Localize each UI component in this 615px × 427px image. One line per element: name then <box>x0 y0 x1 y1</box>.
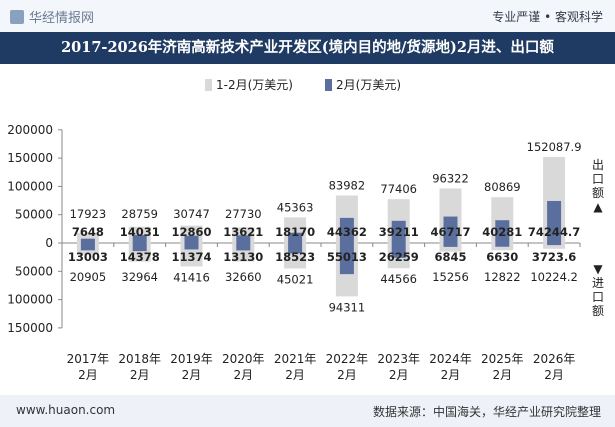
x-tick-label: 2018年 <box>118 352 161 366</box>
label-import-1-2-month: 15256 <box>432 270 469 284</box>
label-import-1-2-month: 44566 <box>380 272 417 286</box>
label-import-feb: 18523 <box>275 250 315 264</box>
import-axis-label: ▼ 进口额 <box>591 262 604 318</box>
bar-feb <box>391 220 406 258</box>
label-import-1-2-month: 94311 <box>329 300 366 314</box>
bar-feb <box>443 216 458 247</box>
x-tick-label: 2月 <box>130 368 150 382</box>
label-export-1-2-month: 80869 <box>484 180 521 194</box>
label-export-1-2-month: 83982 <box>329 178 366 192</box>
label-import-1-2-month: 45021 <box>277 272 314 286</box>
x-tick-label: 2月 <box>441 368 461 382</box>
label-export-feb: 14031 <box>120 225 160 239</box>
logo-text: 华经情报网 <box>29 11 95 26</box>
x-tick-label: 2月 <box>78 368 98 382</box>
y-tick-label: 50000 <box>15 208 53 222</box>
label-export-1-2-month: 30747 <box>173 207 210 221</box>
export-axis-label: 出口额 ▲ <box>591 158 604 214</box>
bar-feb <box>339 217 354 275</box>
label-export-feb: 39211 <box>379 225 419 239</box>
label-export-feb: 44362 <box>327 225 367 239</box>
x-tick-label: 2月 <box>389 368 409 382</box>
label-import-1-2-month: 10224.2 <box>530 270 578 284</box>
label-export-1-2-month: 28759 <box>121 207 158 221</box>
y-tick-label: 150000 <box>7 151 53 165</box>
bar-feb <box>132 235 147 252</box>
bar-feb <box>236 235 251 251</box>
bar-feb <box>184 235 199 250</box>
label-import-feb: 13003 <box>68 250 108 264</box>
x-tick-label: 2022年 <box>326 352 369 366</box>
y-tick-label: 150000 <box>7 321 53 335</box>
label-export-feb: 74244.7 <box>528 225 580 239</box>
label-import-feb: 6845 <box>434 250 466 264</box>
x-tick-label: 2月 <box>285 368 305 382</box>
logo-icon <box>10 9 24 24</box>
label-import-feb: 6630 <box>486 250 518 264</box>
data-source: 数据来源：中国海关，华经产业研究院整理 <box>372 405 601 419</box>
label-export-feb: 46717 <box>430 225 470 239</box>
label-export-feb: 40281 <box>482 225 522 239</box>
label-import-feb: 13130 <box>223 250 263 264</box>
bar-feb <box>495 220 510 247</box>
label-import-1-2-month: 32964 <box>121 270 158 284</box>
label-import-feb: 3723.6 <box>532 250 576 264</box>
x-tick-label: 2月 <box>182 368 202 382</box>
top-bar: 华经情报网 专业严谨 • 客观科学 <box>0 0 615 32</box>
chart-title: 2017-2026年济南高新技术产业开发区(境内目的地/货源地)2月进、出口额 <box>0 32 615 64</box>
x-tick-label: 2019年 <box>170 352 213 366</box>
label-import-1-2-month: 12822 <box>484 270 521 284</box>
y-tick-label: 50000 <box>15 264 53 278</box>
y-tick-label: 0 <box>45 236 53 250</box>
label-import-1-2-month: 41416 <box>173 270 210 284</box>
x-tick-label: 2月 <box>233 368 253 382</box>
x-tick-label: 2月 <box>492 368 512 382</box>
x-tick-label: 2月 <box>544 368 564 382</box>
label-export-feb: 18170 <box>275 225 315 239</box>
label-export-1-2-month: 96322 <box>432 171 469 185</box>
legend-label: 2月(万美元) <box>336 78 401 92</box>
label-export-1-2-month: 27730 <box>225 207 262 221</box>
y-tick-label: 200000 <box>7 123 53 137</box>
label-import-feb: 14378 <box>120 250 160 264</box>
slogan: 专业严谨 • 客观科学 <box>492 10 603 24</box>
footer: www.huaon.com 数据来源：中国海关，华经产业研究院整理 <box>0 395 615 427</box>
label-import-feb: 55013 <box>327 250 367 264</box>
y-tick-label: 100000 <box>7 293 53 307</box>
bar-feb <box>547 200 562 246</box>
x-tick-label: 2021年 <box>274 352 317 366</box>
label-export-1-2-month: 45363 <box>277 200 314 214</box>
legend-swatch <box>205 79 212 91</box>
label-export-feb: 13621 <box>223 225 263 239</box>
label-export-1-2-month: 17923 <box>70 207 107 221</box>
legend-swatch <box>325 79 332 91</box>
x-tick-label: 2017年 <box>67 352 110 366</box>
website: www.huaon.com <box>16 403 116 417</box>
bar-feb <box>80 238 95 251</box>
label-import-feb: 11374 <box>171 250 211 264</box>
x-tick-label: 2024年 <box>429 352 472 366</box>
label-export-1-2-month: 77406 <box>380 182 417 196</box>
x-tick-label: 2020年 <box>222 352 265 366</box>
bar-feb <box>288 232 303 254</box>
y-tick-label: 100000 <box>7 179 53 193</box>
x-tick-label: 2026年 <box>533 352 576 366</box>
label-export-1-2-month: 152087.9 <box>527 140 582 154</box>
logo: 华经情报网 <box>10 7 94 26</box>
x-tick-label: 2月 <box>337 368 357 382</box>
label-export-feb: 12860 <box>171 225 211 239</box>
legend-label: 1-2月(万美元) <box>216 78 293 92</box>
label-import-1-2-month: 20905 <box>70 270 107 284</box>
label-import-1-2-month: 32660 <box>225 270 262 284</box>
label-import-feb: 26259 <box>379 250 419 264</box>
x-tick-label: 2023年 <box>377 352 420 366</box>
label-export-feb: 7648 <box>72 225 104 239</box>
x-tick-label: 2025年 <box>481 352 524 366</box>
